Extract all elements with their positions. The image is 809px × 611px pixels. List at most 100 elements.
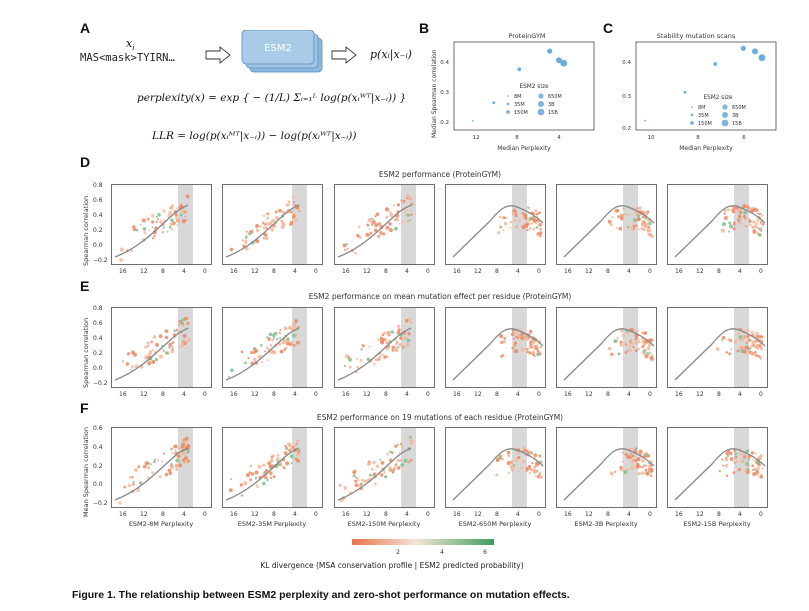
data-point xyxy=(516,456,519,459)
data-point xyxy=(526,219,529,222)
data-point xyxy=(131,476,134,479)
data-point xyxy=(753,468,756,471)
data-point xyxy=(408,196,412,199)
x-tick-label: 4 xyxy=(182,511,186,518)
data-point xyxy=(257,464,262,469)
data-point xyxy=(740,347,744,350)
data-point xyxy=(738,335,743,340)
data-point xyxy=(179,204,183,207)
data-point xyxy=(400,200,404,204)
data-point xyxy=(119,247,124,252)
data-point xyxy=(184,215,187,218)
data-point xyxy=(275,457,280,461)
x-tick-label: 16 xyxy=(230,511,238,518)
data-point xyxy=(537,211,541,215)
data-point xyxy=(150,340,153,344)
data-point xyxy=(535,226,539,229)
data-point xyxy=(162,209,166,213)
data-point xyxy=(515,458,519,463)
data-point xyxy=(755,222,758,226)
data-point xyxy=(167,468,172,473)
data-point xyxy=(168,346,171,349)
data-point xyxy=(366,223,370,227)
trend-line xyxy=(114,204,189,258)
data-point xyxy=(742,452,746,456)
data-point xyxy=(377,222,382,226)
data-point xyxy=(352,474,356,478)
data-point xyxy=(639,213,642,216)
data-point xyxy=(278,208,282,213)
x-tick-label: 8 xyxy=(384,391,388,398)
panel-label-b: B xyxy=(419,20,430,36)
x-tick-label: 12 xyxy=(251,391,259,398)
x-tick-label: 16 xyxy=(453,268,461,275)
data-point xyxy=(139,482,141,485)
data-point xyxy=(747,206,751,210)
data-point xyxy=(279,329,282,331)
data-point xyxy=(354,476,357,479)
data-point xyxy=(295,442,298,445)
data-point xyxy=(629,340,632,343)
data-point xyxy=(182,339,186,343)
data-point xyxy=(744,217,747,220)
data-point xyxy=(754,208,759,212)
data-point xyxy=(292,214,296,219)
data-point xyxy=(243,481,248,486)
scatter-panel-r0-c2 xyxy=(334,184,435,265)
data-point xyxy=(173,329,176,333)
data-point xyxy=(526,229,529,232)
scatter-panel-r2-c2 xyxy=(334,427,435,508)
data-point xyxy=(285,203,290,207)
x-tick-label: 16 xyxy=(342,268,350,275)
data-point xyxy=(761,467,764,470)
data-point xyxy=(381,333,385,337)
data-point xyxy=(176,219,180,222)
data-point xyxy=(228,375,230,378)
data-point xyxy=(377,338,380,341)
data-point xyxy=(641,331,644,334)
data-point xyxy=(637,458,641,462)
data-point xyxy=(637,228,640,231)
data-point xyxy=(186,321,190,325)
data-point xyxy=(266,336,269,339)
data-point xyxy=(502,340,507,344)
data-point xyxy=(520,466,524,470)
data-point xyxy=(649,351,652,354)
model-xlabel: ESM2-35M Perplexity xyxy=(237,520,307,528)
scatter-panel-r2-c5 xyxy=(667,427,768,508)
data-point xyxy=(400,347,403,350)
data-point xyxy=(285,346,288,350)
data-point xyxy=(746,334,750,339)
data-point xyxy=(524,337,529,341)
data-point xyxy=(248,471,252,474)
data-point xyxy=(183,461,186,464)
data-point xyxy=(178,460,182,464)
data-point xyxy=(388,210,391,212)
data-point xyxy=(132,482,135,486)
data-point xyxy=(506,450,511,455)
data-point xyxy=(648,468,651,471)
trend-line xyxy=(563,448,655,501)
data-point xyxy=(272,350,277,355)
data-point xyxy=(281,221,286,226)
colorbar-gradient xyxy=(352,539,494,545)
data-point xyxy=(634,459,638,463)
svg-text:ESM2 size: ESM2 size xyxy=(703,95,733,101)
x-tick-label: 0 xyxy=(759,391,763,398)
data-point xyxy=(718,470,721,473)
trend-line xyxy=(674,205,766,258)
x-tick-label: 0 xyxy=(426,511,430,518)
y-tick-label: 0.8 xyxy=(93,182,103,189)
data-point xyxy=(370,221,373,224)
x-tick-label: 0 xyxy=(314,268,318,275)
svg-text:0.4: 0.4 xyxy=(622,60,631,66)
data-point xyxy=(536,344,539,347)
data-point xyxy=(753,225,756,229)
data-point xyxy=(289,454,294,459)
data-point xyxy=(271,464,273,467)
data-point xyxy=(170,347,173,350)
kl-colorbar: 2 4 6 xyxy=(352,539,494,556)
data-point xyxy=(287,443,292,448)
data-point xyxy=(245,473,250,478)
data-point xyxy=(649,356,654,361)
